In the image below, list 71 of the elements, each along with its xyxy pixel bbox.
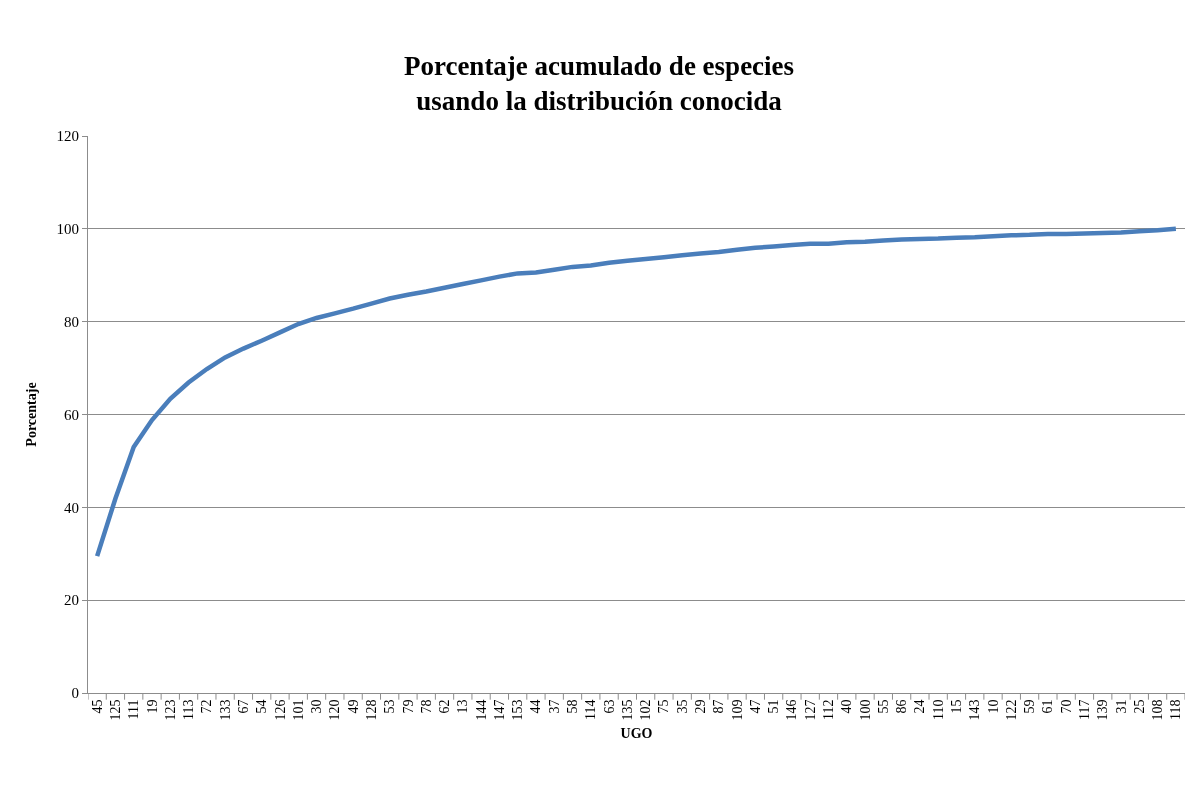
x-tick-label: 100 [857,699,873,721]
x-tick-label: 135 [619,699,635,721]
x-tick-label: 70 [1058,699,1074,714]
x-tick-label: 110 [930,699,946,721]
x-tick-label: 72 [199,699,215,714]
x-tick-label: 79 [400,699,416,714]
line-series [94,226,1179,559]
y-tick-label: 120 [56,128,79,145]
x-tick-label: 143 [967,699,983,721]
x-tick-label: 13 [455,699,471,714]
x-tick-label: 35 [674,699,690,714]
x-tick-label: 53 [382,699,398,714]
x-tick-label: 144 [473,699,489,721]
x-tick-label: 120 [327,699,343,721]
y-tick-label: 100 [56,221,79,238]
x-tick-label: 122 [1003,699,1019,721]
x-tick-label: 44 [528,699,544,714]
x-tick-label: 123 [162,699,178,721]
x-tick-label: 102 [638,699,654,721]
x-tick-label: 111 [126,699,142,720]
x-tick-label: 86 [894,699,910,714]
x-tick-label: 112 [821,699,837,721]
y-tick-label: 40 [64,499,79,516]
x-tick-label: 37 [546,699,562,714]
x-tick-label: 61 [1040,699,1056,714]
x-tick-label: 153 [510,699,526,721]
x-tick-label: 87 [711,699,727,714]
x-axis-title: UGO [620,725,653,741]
x-tick-label: 49 [345,699,361,714]
x-tick-label: 62 [437,699,453,714]
x-tick-label: 127 [802,699,818,721]
x-tick-label: 30 [309,699,325,714]
x-tick-label: 47 [747,699,763,714]
x-tick-label: 114 [583,699,599,721]
x-tick-label: 59 [1022,699,1038,714]
x-tick-label: 25 [1131,699,1147,714]
x-tick-label: 15 [949,699,965,714]
x-tick-label: 146 [784,699,800,721]
x-tick-label: 45 [89,699,105,714]
x-tick-label: 128 [363,699,379,721]
y-tick-label: 20 [64,592,79,609]
x-tick-label: 117 [1076,699,1092,721]
x-tick-label: 40 [839,699,855,714]
x-tick-label: 31 [1113,699,1129,714]
x-tick-label: 67 [235,699,251,714]
y-tick-label: 60 [64,406,79,423]
x-tick-label: 54 [254,699,270,714]
x-tick-label: 75 [656,699,672,714]
x-tick-label: 55 [875,699,891,714]
y-tick-label: 80 [64,313,79,330]
y-tick-label: 0 [71,685,79,702]
x-tick-label: 126 [272,699,288,721]
x-tick-label: 133 [217,699,233,721]
x-tick-label: 63 [601,699,617,714]
x-tick-label: 58 [565,699,581,714]
x-tick-label: 139 [1095,699,1111,721]
x-tick-label: 51 [766,699,782,714]
chart-title: Porcentaje acumulado de especies usando la distribución conocida [403,50,795,116]
x-tick-label: 24 [912,699,928,714]
x-tick-label: 118 [1168,699,1184,721]
x-tick-label: 113 [181,699,197,721]
x-tick-label: 101 [290,699,306,721]
x-tick-label: 10 [985,699,1001,714]
x-tick-label: 147 [491,699,507,721]
x-tick-label: 125 [107,699,123,721]
x-tick-label: 108 [1150,699,1166,721]
x-tick-label: 109 [729,699,745,721]
x-tick-label: 78 [418,699,434,714]
y-axis-title: Porcentaje [24,382,40,447]
x-tick-label: 29 [693,699,709,714]
x-tick-label: 19 [144,699,160,714]
